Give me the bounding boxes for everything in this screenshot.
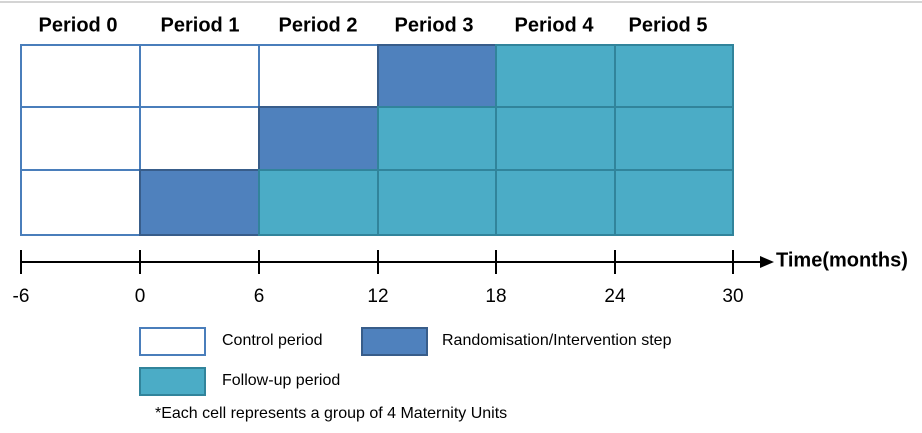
tick-label: 30 — [722, 286, 743, 307]
legend-swatch — [139, 327, 206, 356]
timeline-arrow — [760, 256, 774, 268]
cell — [614, 169, 734, 236]
legend-swatch — [361, 327, 428, 356]
period-header: Period 0 — [39, 14, 118, 36]
cell — [495, 106, 616, 171]
legend: Control period Randomisation/Interventio… — [139, 327, 672, 396]
cell — [258, 169, 379, 236]
cell — [614, 106, 734, 171]
cell — [258, 106, 379, 171]
period-header: Period 4 — [515, 14, 595, 36]
cell — [495, 169, 616, 236]
tick-label: -6 — [13, 286, 30, 307]
cell — [139, 169, 260, 236]
tick-label: 24 — [604, 286, 626, 307]
period-header: Period 1 — [161, 14, 240, 36]
cell — [495, 44, 616, 108]
period-header: Period 3 — [395, 14, 474, 36]
legend-label: Control period — [222, 332, 323, 349]
footnote: *Each cell represents a group of 4 Mater… — [155, 405, 507, 422]
cell — [139, 106, 260, 171]
cell — [20, 169, 141, 236]
cell — [377, 106, 497, 171]
legend-swatch — [139, 367, 206, 396]
tick-label: 18 — [485, 286, 506, 307]
tick-label: 6 — [254, 286, 265, 307]
legend-label: Follow-up period — [222, 372, 340, 389]
cell — [258, 44, 379, 108]
period-headers: Period 0 Period 1 Period 2 Period 3 Peri… — [39, 14, 708, 36]
tick-label: 12 — [367, 286, 388, 307]
legend-label: Randomisation/Intervention step — [442, 332, 672, 349]
cell — [377, 44, 497, 108]
timeline — [20, 250, 774, 274]
tick-label: 0 — [135, 286, 146, 307]
cell — [377, 169, 497, 236]
timeline-label: Time(months) — [776, 249, 908, 271]
timeline-tick-labels: -6 0 6 12 18 24 30 — [13, 286, 744, 307]
cell — [20, 106, 141, 171]
period-header: Period 5 — [629, 14, 708, 36]
cell — [139, 44, 260, 108]
cell — [614, 44, 734, 108]
grid — [20, 44, 734, 236]
period-header: Period 2 — [279, 14, 358, 36]
cell — [20, 44, 141, 108]
